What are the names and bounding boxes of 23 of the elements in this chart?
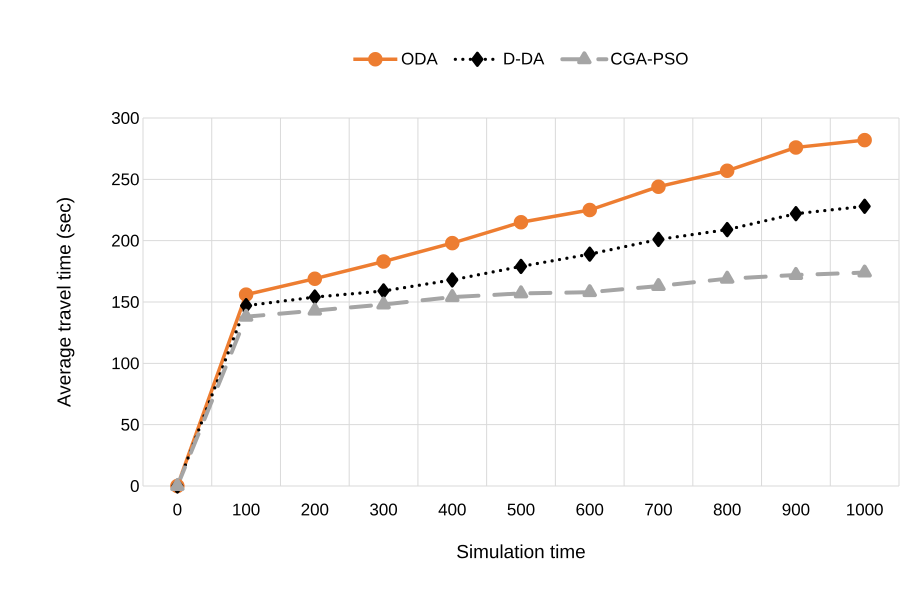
x-tick-label: 700	[645, 504, 672, 516]
x-tick-label: 800	[714, 504, 741, 516]
x-tick-label: 600	[576, 504, 604, 516]
x-axis-title: Simulation time	[457, 544, 585, 558]
legend-label: ODA	[402, 52, 438, 65]
y-axis-title: Average travel time (sec)	[56, 198, 74, 407]
y-tick-label: 0	[130, 480, 139, 492]
x-tick-label: 400	[438, 504, 466, 516]
y-tick-label: 200	[112, 234, 139, 247]
y-tick-label: 150	[112, 296, 139, 308]
y-tick-label: 300	[112, 112, 139, 124]
y-tick-label: 100	[112, 357, 139, 370]
x-tick-label: 900	[782, 504, 810, 516]
x-tick-label: 300	[370, 504, 398, 516]
x-tick-label: 1000	[847, 504, 883, 516]
x-tick-label: 500	[508, 504, 534, 516]
y-tick-label: 50	[121, 418, 139, 431]
x-tick-label: 100	[233, 504, 260, 516]
x-tick-label: 200	[302, 504, 328, 516]
legend-label: CGA-PSO	[611, 52, 688, 65]
y-tick-label: 250	[112, 173, 139, 186]
x-tick-label: 0	[173, 504, 182, 516]
legend-label: D-DA	[504, 52, 544, 64]
